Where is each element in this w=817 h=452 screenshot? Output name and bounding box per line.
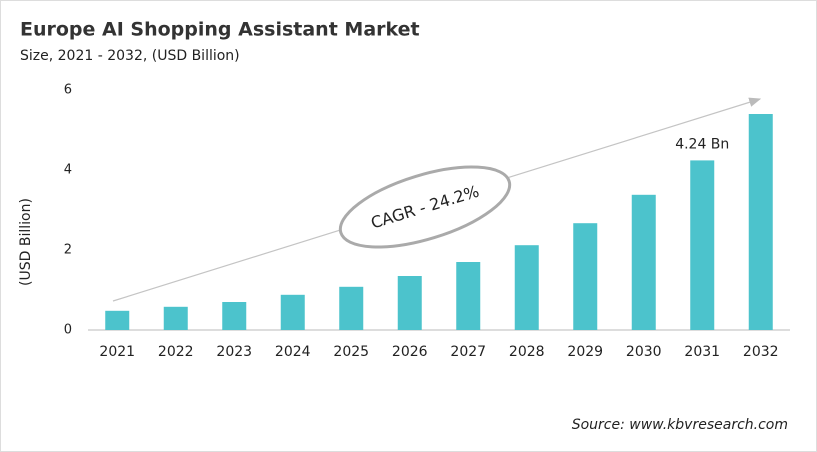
x-tick-label: 2028 xyxy=(509,344,545,360)
plot-area: 0 2 4 6 2021 2022 2023 2024 2025 2026 2027 2028 2029… xyxy=(64,83,790,360)
x-tick-label: 2031 xyxy=(684,344,720,360)
bar xyxy=(690,160,715,330)
y-axis-label: (USD Billion) xyxy=(18,198,34,286)
bar xyxy=(573,223,598,330)
source: Source: www.kbvresearch.com xyxy=(572,417,788,433)
data-label: 4.24 Bn xyxy=(675,136,729,152)
x-tick-label: 2025 xyxy=(333,344,369,360)
bar xyxy=(163,306,188,330)
bar xyxy=(631,194,656,330)
x-tick-label: 2030 xyxy=(626,344,662,360)
cagr-callout: CAGR - 24.2% xyxy=(338,165,512,249)
x-tick-label: 2029 xyxy=(567,344,603,360)
bar xyxy=(456,262,481,330)
bar xyxy=(748,114,773,330)
x-tick-label: 2027 xyxy=(450,344,486,360)
y-tick-label: 0 xyxy=(64,323,72,338)
x-tick-label: 2032 xyxy=(743,344,779,360)
bar xyxy=(514,245,539,330)
chart-subtitle: Size, 2021 - 2032, (USD Billion) xyxy=(20,48,240,64)
x-tick-label: 2024 xyxy=(275,344,311,360)
x-tick-label: 2022 xyxy=(158,344,194,360)
cagr-ellipse xyxy=(338,165,512,249)
y-tick-label: 4 xyxy=(64,163,72,178)
chart-title: Europe AI Shopping Assistant Market xyxy=(20,19,420,41)
x-tick-label: 2021 xyxy=(99,344,135,360)
y-tick-label: 2 xyxy=(64,243,72,258)
x-tick-label: 2026 xyxy=(392,344,428,360)
x-tick-label: 2023 xyxy=(216,344,252,360)
bar xyxy=(339,286,364,330)
y-tick-label: 6 xyxy=(64,83,72,98)
bar xyxy=(280,294,305,330)
bar xyxy=(397,276,422,330)
bar xyxy=(105,310,130,330)
bar xyxy=(222,302,247,330)
